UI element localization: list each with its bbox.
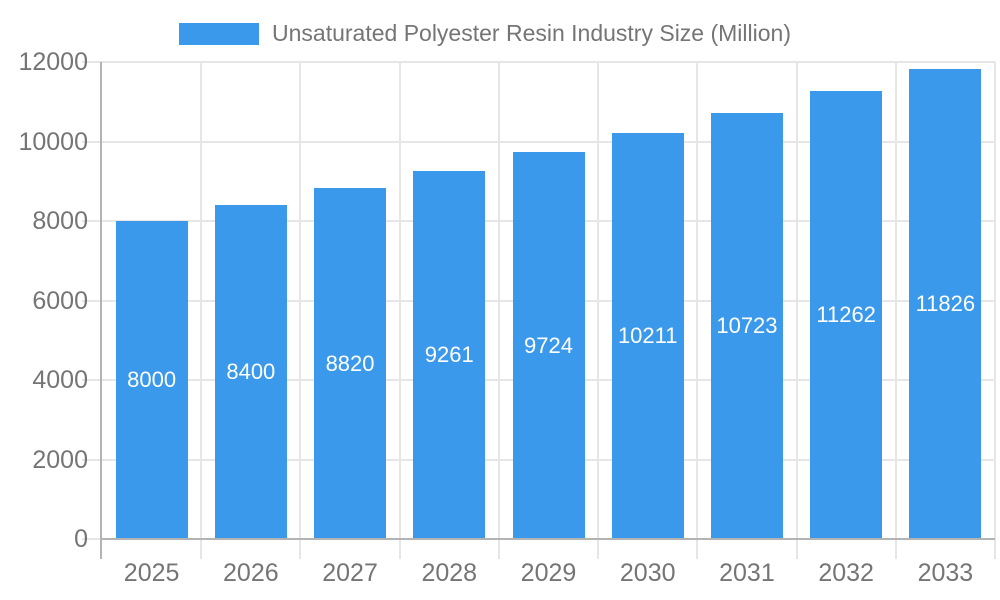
- y-tick-label: 8000: [32, 207, 88, 235]
- bar[interactable]: [115, 221, 188, 539]
- x-tick-label: 2029: [520, 559, 577, 587]
- bar[interactable]: [810, 91, 883, 539]
- x-gridline: [200, 62, 203, 559]
- y-tick-label: 0: [74, 525, 88, 553]
- x-gridline: [696, 62, 699, 559]
- x-axis-line: [100, 538, 995, 540]
- x-tick-label: 2028: [421, 559, 478, 587]
- x-gridline: [795, 62, 798, 559]
- x-gridline: [894, 62, 897, 559]
- bar-value-label: 9261: [424, 341, 474, 367]
- legend-label: Unsaturated Polyester Resin Industry Siz…: [272, 20, 791, 46]
- bar-value-label: 8820: [325, 350, 375, 376]
- y-axis-tick: [82, 458, 102, 461]
- y-axis-tick: [82, 140, 102, 143]
- bar-value-label: 11262: [816, 302, 876, 328]
- y-tick-label: 4000: [32, 366, 88, 394]
- bar-value-label: 8400: [226, 359, 276, 385]
- x-gridline: [994, 62, 996, 559]
- y-axis-tick: [82, 538, 102, 540]
- bar[interactable]: [214, 205, 287, 539]
- y-tick-label: 12000: [18, 48, 88, 76]
- bar[interactable]: [909, 68, 982, 539]
- legend-swatch-icon: [179, 22, 259, 45]
- bar[interactable]: [512, 152, 585, 539]
- y-tick-label: 10000: [18, 127, 88, 156]
- x-tick-label: 2031: [719, 559, 775, 587]
- x-gridline: [597, 62, 600, 559]
- bar-value-label: 10211: [617, 323, 678, 349]
- y-tick-label: 2000: [32, 445, 88, 474]
- y-axis-line: [100, 62, 102, 559]
- bar-value-label: 9724: [524, 332, 573, 358]
- bar[interactable]: [611, 133, 684, 539]
- bar[interactable]: [710, 112, 783, 539]
- y-axis-tick: [82, 220, 102, 222]
- y-tick-label: 6000: [32, 286, 88, 315]
- x-tick-label: 2027: [322, 559, 378, 587]
- x-tick-label: 2025: [123, 559, 180, 587]
- y-gridline: [102, 61, 995, 63]
- y-axis-tick: [82, 299, 102, 302]
- y-axis-tick: [82, 379, 102, 381]
- y-gridline: [102, 140, 995, 143]
- legend-item[interactable]: Unsaturated Polyester Resin Industry Siz…: [179, 20, 791, 47]
- bar-value-label: 11826: [915, 290, 976, 316]
- bar[interactable]: [413, 170, 486, 539]
- x-tick-label: 2033: [917, 559, 974, 587]
- bar-value-label: 8000: [127, 367, 177, 392]
- x-gridline: [299, 62, 302, 559]
- y-axis-tick: [82, 61, 102, 63]
- x-gridline: [398, 62, 401, 559]
- x-tick-label: 2026: [223, 559, 279, 587]
- x-tick-label: 2030: [619, 559, 676, 587]
- bar-value-label: 10723: [716, 312, 778, 338]
- x-tick-label: 2032: [818, 559, 874, 587]
- x-gridline: [497, 62, 500, 559]
- bar[interactable]: [314, 188, 387, 539]
